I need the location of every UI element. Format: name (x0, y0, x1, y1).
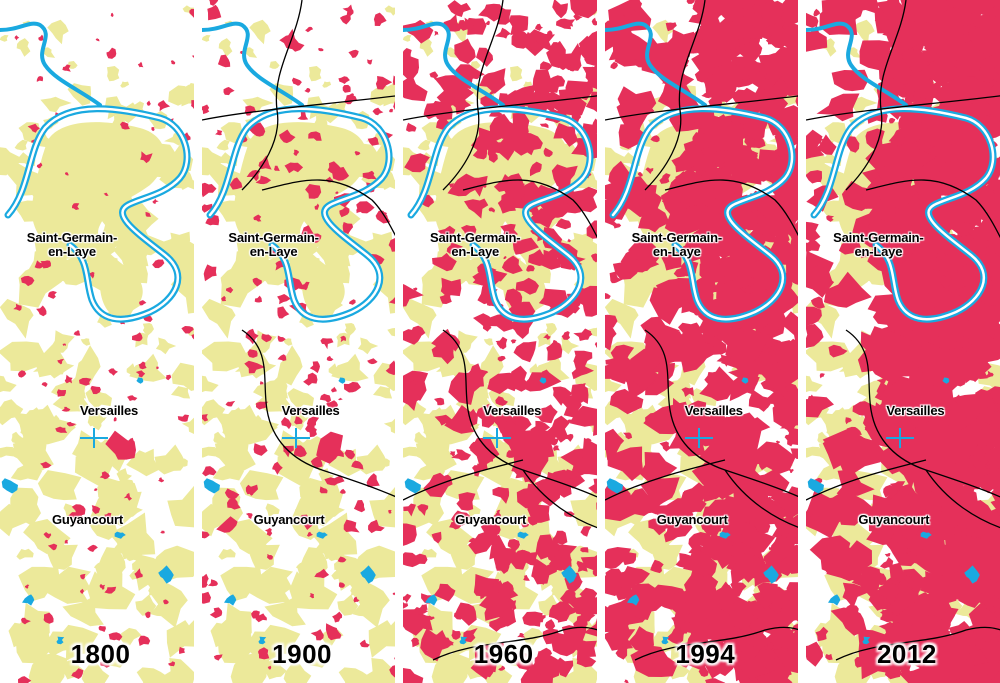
label-versailles: Versailles (80, 403, 138, 418)
label-guyancourt: Guyancourt (858, 512, 930, 527)
map-panel-1800: Saint-Germain-en-Laye Versailles Guyancour… (0, 0, 194, 683)
label-versailles: Versailles (281, 403, 340, 418)
label-saint-germain-line1: Saint-Germain- (631, 230, 723, 245)
label-saint-germain-line1: Saint-Germain- (26, 230, 118, 245)
label-guyancourt: Guyancourt (455, 512, 527, 527)
label-saint-germain-line2: en-Laye (249, 244, 298, 259)
rail-lines (806, 0, 1000, 661)
map-panel-1994: Saint-Germain-en-Laye Versailles Guyancour… (604, 0, 799, 683)
label-versailles: Versailles (483, 403, 542, 418)
river-seine (604, 21, 796, 323)
label-saint-germain-line1: Saint-Germain- (833, 230, 924, 245)
map-panel-1960: Saint-Germain-en-Laye Versailles Guyancour… (403, 0, 597, 683)
map-panel-1900: Saint-Germain-en-Laye Versailles Guyancour… (201, 0, 396, 683)
label-saint-germain-en-laye: Saint-Germain-en-Laye (814, 231, 942, 259)
urban-areas (13, 8, 194, 683)
river-seine (0, 21, 191, 323)
land-use-map (806, 0, 1000, 683)
ponds (808, 377, 981, 645)
label-guyancourt: Guyancourt (656, 512, 728, 527)
river-seine (201, 21, 393, 323)
label-versailles: Versailles (684, 403, 743, 418)
label-saint-germain-line2: en-Laye (48, 244, 96, 259)
rail-lines (403, 0, 597, 661)
label-saint-germain-line1: Saint-Germain- (228, 230, 319, 245)
label-guyancourt: Guyancourt (52, 512, 123, 527)
rail-lines (604, 0, 799, 661)
label-versailles: Versailles (886, 403, 945, 418)
ponds (203, 377, 376, 645)
year-label: 1800 (70, 639, 131, 669)
year-label: 1994 (675, 639, 736, 669)
land-use-map (0, 5, 194, 683)
label-saint-germain-en-laye: Saint-Germain-en-Laye (210, 231, 338, 259)
label-saint-germain-en-laye: Saint-Germain-en-Laye (8, 231, 136, 259)
land-use-map (403, 0, 597, 683)
map-panel-2012: Saint-Germain-en-Laye Versailles Guyancour… (806, 0, 1000, 683)
urban-areas (403, 0, 597, 683)
label-saint-germain-en-laye: Saint-Germain-en-Laye (411, 231, 539, 259)
land-use-map (604, 0, 799, 683)
label-saint-germain-line2: en-Laye (854, 244, 903, 259)
urban-areas (604, 0, 799, 683)
ponds (404, 377, 577, 645)
year-label: 1900 (272, 639, 333, 669)
rail-lines (201, 0, 396, 498)
label-saint-germain-en-laye: Saint-Germain-en-Laye (613, 231, 741, 259)
river-seine (403, 21, 594, 323)
label-saint-germain-line1: Saint-Germain- (429, 230, 521, 245)
land-use-map (201, 0, 396, 683)
label-saint-germain-line2: en-Laye (652, 244, 701, 259)
ponds (1, 377, 174, 645)
river-seine (806, 21, 997, 323)
year-label: 1960 (473, 639, 534, 669)
year-label: 2012 (876, 639, 937, 669)
urban-areas (201, 0, 396, 678)
label-saint-germain-line2: en-Laye (451, 244, 500, 259)
ponds (606, 377, 779, 645)
label-guyancourt: Guyancourt (253, 512, 325, 527)
